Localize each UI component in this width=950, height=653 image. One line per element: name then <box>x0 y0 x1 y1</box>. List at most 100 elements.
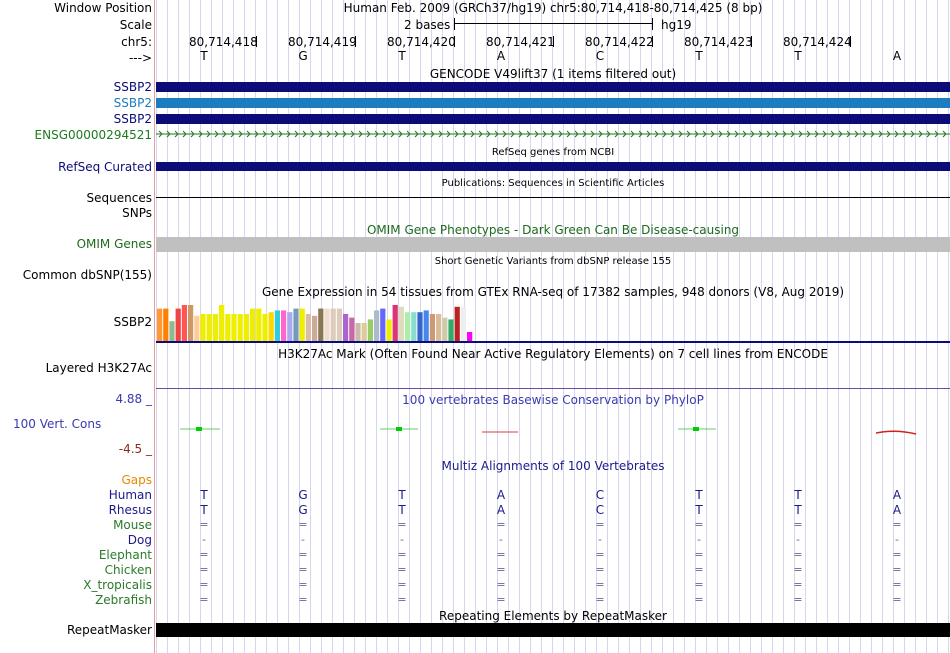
gencode-item-label-3[interactable]: SSBP2 <box>113 112 152 126</box>
gtex-bar[interactable] <box>392 305 398 341</box>
species-label[interactable]: Dog <box>127 533 152 547</box>
omim-label[interactable]: OMIM Genes <box>76 237 152 251</box>
gtex-bar[interactable] <box>318 308 324 341</box>
gencode-item-bar-3[interactable] <box>156 114 950 124</box>
gtex-bar[interactable] <box>355 323 361 341</box>
gtex-bar[interactable] <box>175 308 181 341</box>
repeatmasker-bar[interactable] <box>156 623 950 637</box>
gtex-bar[interactable] <box>417 312 423 341</box>
gtex-bar[interactable] <box>212 314 218 341</box>
gtex-bar[interactable] <box>429 314 435 341</box>
refseq-label[interactable]: RefSeq Curated <box>58 160 152 174</box>
grid-line <box>354 0 355 653</box>
gtex-bar[interactable] <box>274 310 280 341</box>
species-label[interactable]: Mouse <box>113 518 152 532</box>
gencode-item-label-1[interactable]: SSBP2 <box>113 80 152 94</box>
gencode-title[interactable]: GENCODE V49lift37 (1 items filtered out) <box>429 67 677 81</box>
multiz-title[interactable]: Multiz Alignments of 100 Vertebrates <box>441 459 665 473</box>
intron-arrows[interactable] <box>156 128 950 140</box>
gtex-bar[interactable] <box>188 305 194 341</box>
gtex-bar[interactable] <box>436 314 442 341</box>
gtex-label[interactable]: SSBP2 <box>113 315 152 329</box>
gtex-bar[interactable] <box>330 308 336 341</box>
omim-bar[interactable] <box>156 237 950 252</box>
grid-line <box>552 0 553 653</box>
gencode-item-bar-1[interactable] <box>156 82 950 92</box>
gtex-bar[interactable] <box>243 314 249 341</box>
gtex-bar[interactable] <box>225 314 231 341</box>
species-label[interactable]: Elephant <box>98 548 152 562</box>
gtex-bar[interactable] <box>405 312 411 341</box>
repeatmasker-title[interactable]: Repeating Elements by RepeatMasker <box>439 609 667 623</box>
conservation-title[interactable]: 100 vertebrates Basewise Conservation by… <box>402 393 704 407</box>
gencode-item-bar-2[interactable] <box>156 98 950 108</box>
conservation-label[interactable]: 100 Vert. Cons <box>13 417 102 431</box>
gtex-bar[interactable] <box>281 310 287 341</box>
gtex-bar[interactable] <box>361 323 367 341</box>
species-label[interactable]: Human <box>108 488 152 502</box>
gtex-bar[interactable] <box>467 332 473 341</box>
gtex-bar[interactable] <box>299 308 305 341</box>
gtex-bar[interactable] <box>386 319 392 341</box>
gtex-bar[interactable] <box>231 314 237 341</box>
conservation-wiggle[interactable] <box>156 420 950 440</box>
dbsnp-title[interactable]: Short Genetic Variants from dbSNP releas… <box>434 256 672 267</box>
gtex-bar[interactable] <box>268 312 274 341</box>
gtex-bar[interactable] <box>324 308 330 341</box>
gtex-bar-chart[interactable] <box>156 300 950 341</box>
gtex-bar[interactable] <box>305 314 311 341</box>
gtex-bar[interactable] <box>262 314 268 341</box>
alignment-cell: = <box>793 518 803 531</box>
gtex-bar[interactable] <box>163 308 169 341</box>
gtex-bar[interactable] <box>157 308 163 341</box>
gtex-bar[interactable] <box>287 312 293 341</box>
gencode-item-label-2[interactable]: SSBP2 <box>113 96 152 110</box>
gtex-bar[interactable] <box>293 308 299 341</box>
species-label[interactable]: Zebrafish <box>95 593 152 607</box>
gtex-bar[interactable] <box>206 314 212 341</box>
gtex-bar[interactable] <box>336 308 342 341</box>
refseq-title[interactable]: RefSeq genes from NCBI <box>491 147 615 158</box>
gtex-bar[interactable] <box>343 314 349 341</box>
gtex-bar[interactable] <box>194 315 200 341</box>
gtex-bar[interactable] <box>312 315 318 341</box>
gtex-bar[interactable] <box>349 317 355 341</box>
gtex-bar[interactable] <box>380 308 386 341</box>
repeatmasker-label[interactable]: RepeatMasker <box>66 623 152 637</box>
gtex-bar[interactable] <box>374 310 380 341</box>
gtex-title[interactable]: Gene Expression in 54 tissues from GTEx … <box>261 285 845 299</box>
gtex-bar[interactable] <box>200 314 206 341</box>
h3k27ac-label[interactable]: Layered H3K27Ac <box>45 361 152 375</box>
grid-line <box>585 0 586 653</box>
gtex-bar[interactable] <box>256 308 262 341</box>
species-label[interactable]: Rhesus <box>108 503 152 517</box>
gtex-bar[interactable] <box>250 308 256 341</box>
omim-title[interactable]: OMIM Gene Phenotypes - Dark Green Can Be… <box>366 223 740 237</box>
gaps-label[interactable]: Gaps <box>121 473 152 487</box>
gencode-item-label-4[interactable]: ENSG00000294521 <box>34 128 152 142</box>
gtex-bar[interactable] <box>398 306 404 341</box>
publications-title[interactable]: Publications: Sequences in Scientific Ar… <box>441 178 665 189</box>
gtex-bar[interactable] <box>454 306 460 341</box>
grid-line <box>739 0 740 653</box>
dbsnp-label[interactable]: Common dbSNP(155) <box>22 268 152 282</box>
gtex-bar[interactable] <box>219 305 225 341</box>
gtex-bar[interactable] <box>460 306 466 341</box>
species-label[interactable]: X_tropicalis <box>83 578 152 592</box>
gtex-bar[interactable] <box>367 319 373 341</box>
intron-chevron <box>718 130 723 138</box>
gtex-bar[interactable] <box>423 310 429 341</box>
gtex-bar[interactable] <box>448 319 454 341</box>
gtex-bar[interactable] <box>181 305 187 341</box>
gtex-bar[interactable] <box>169 321 175 341</box>
sequences-label[interactable]: Sequences <box>86 191 152 205</box>
refseq-bar[interactable] <box>156 162 950 171</box>
snps-label[interactable]: SNPs <box>122 206 152 220</box>
conservation-ymax: 4.88 _ <box>115 392 152 406</box>
intron-chevron <box>494 130 499 138</box>
gtex-bar[interactable] <box>237 314 243 341</box>
h3k27ac-title[interactable]: H3K27Ac Mark (Often Found Near Active Re… <box>278 347 828 361</box>
species-label[interactable]: Chicken <box>104 563 152 577</box>
gtex-bar[interactable] <box>442 317 448 341</box>
gtex-bar[interactable] <box>411 312 417 341</box>
